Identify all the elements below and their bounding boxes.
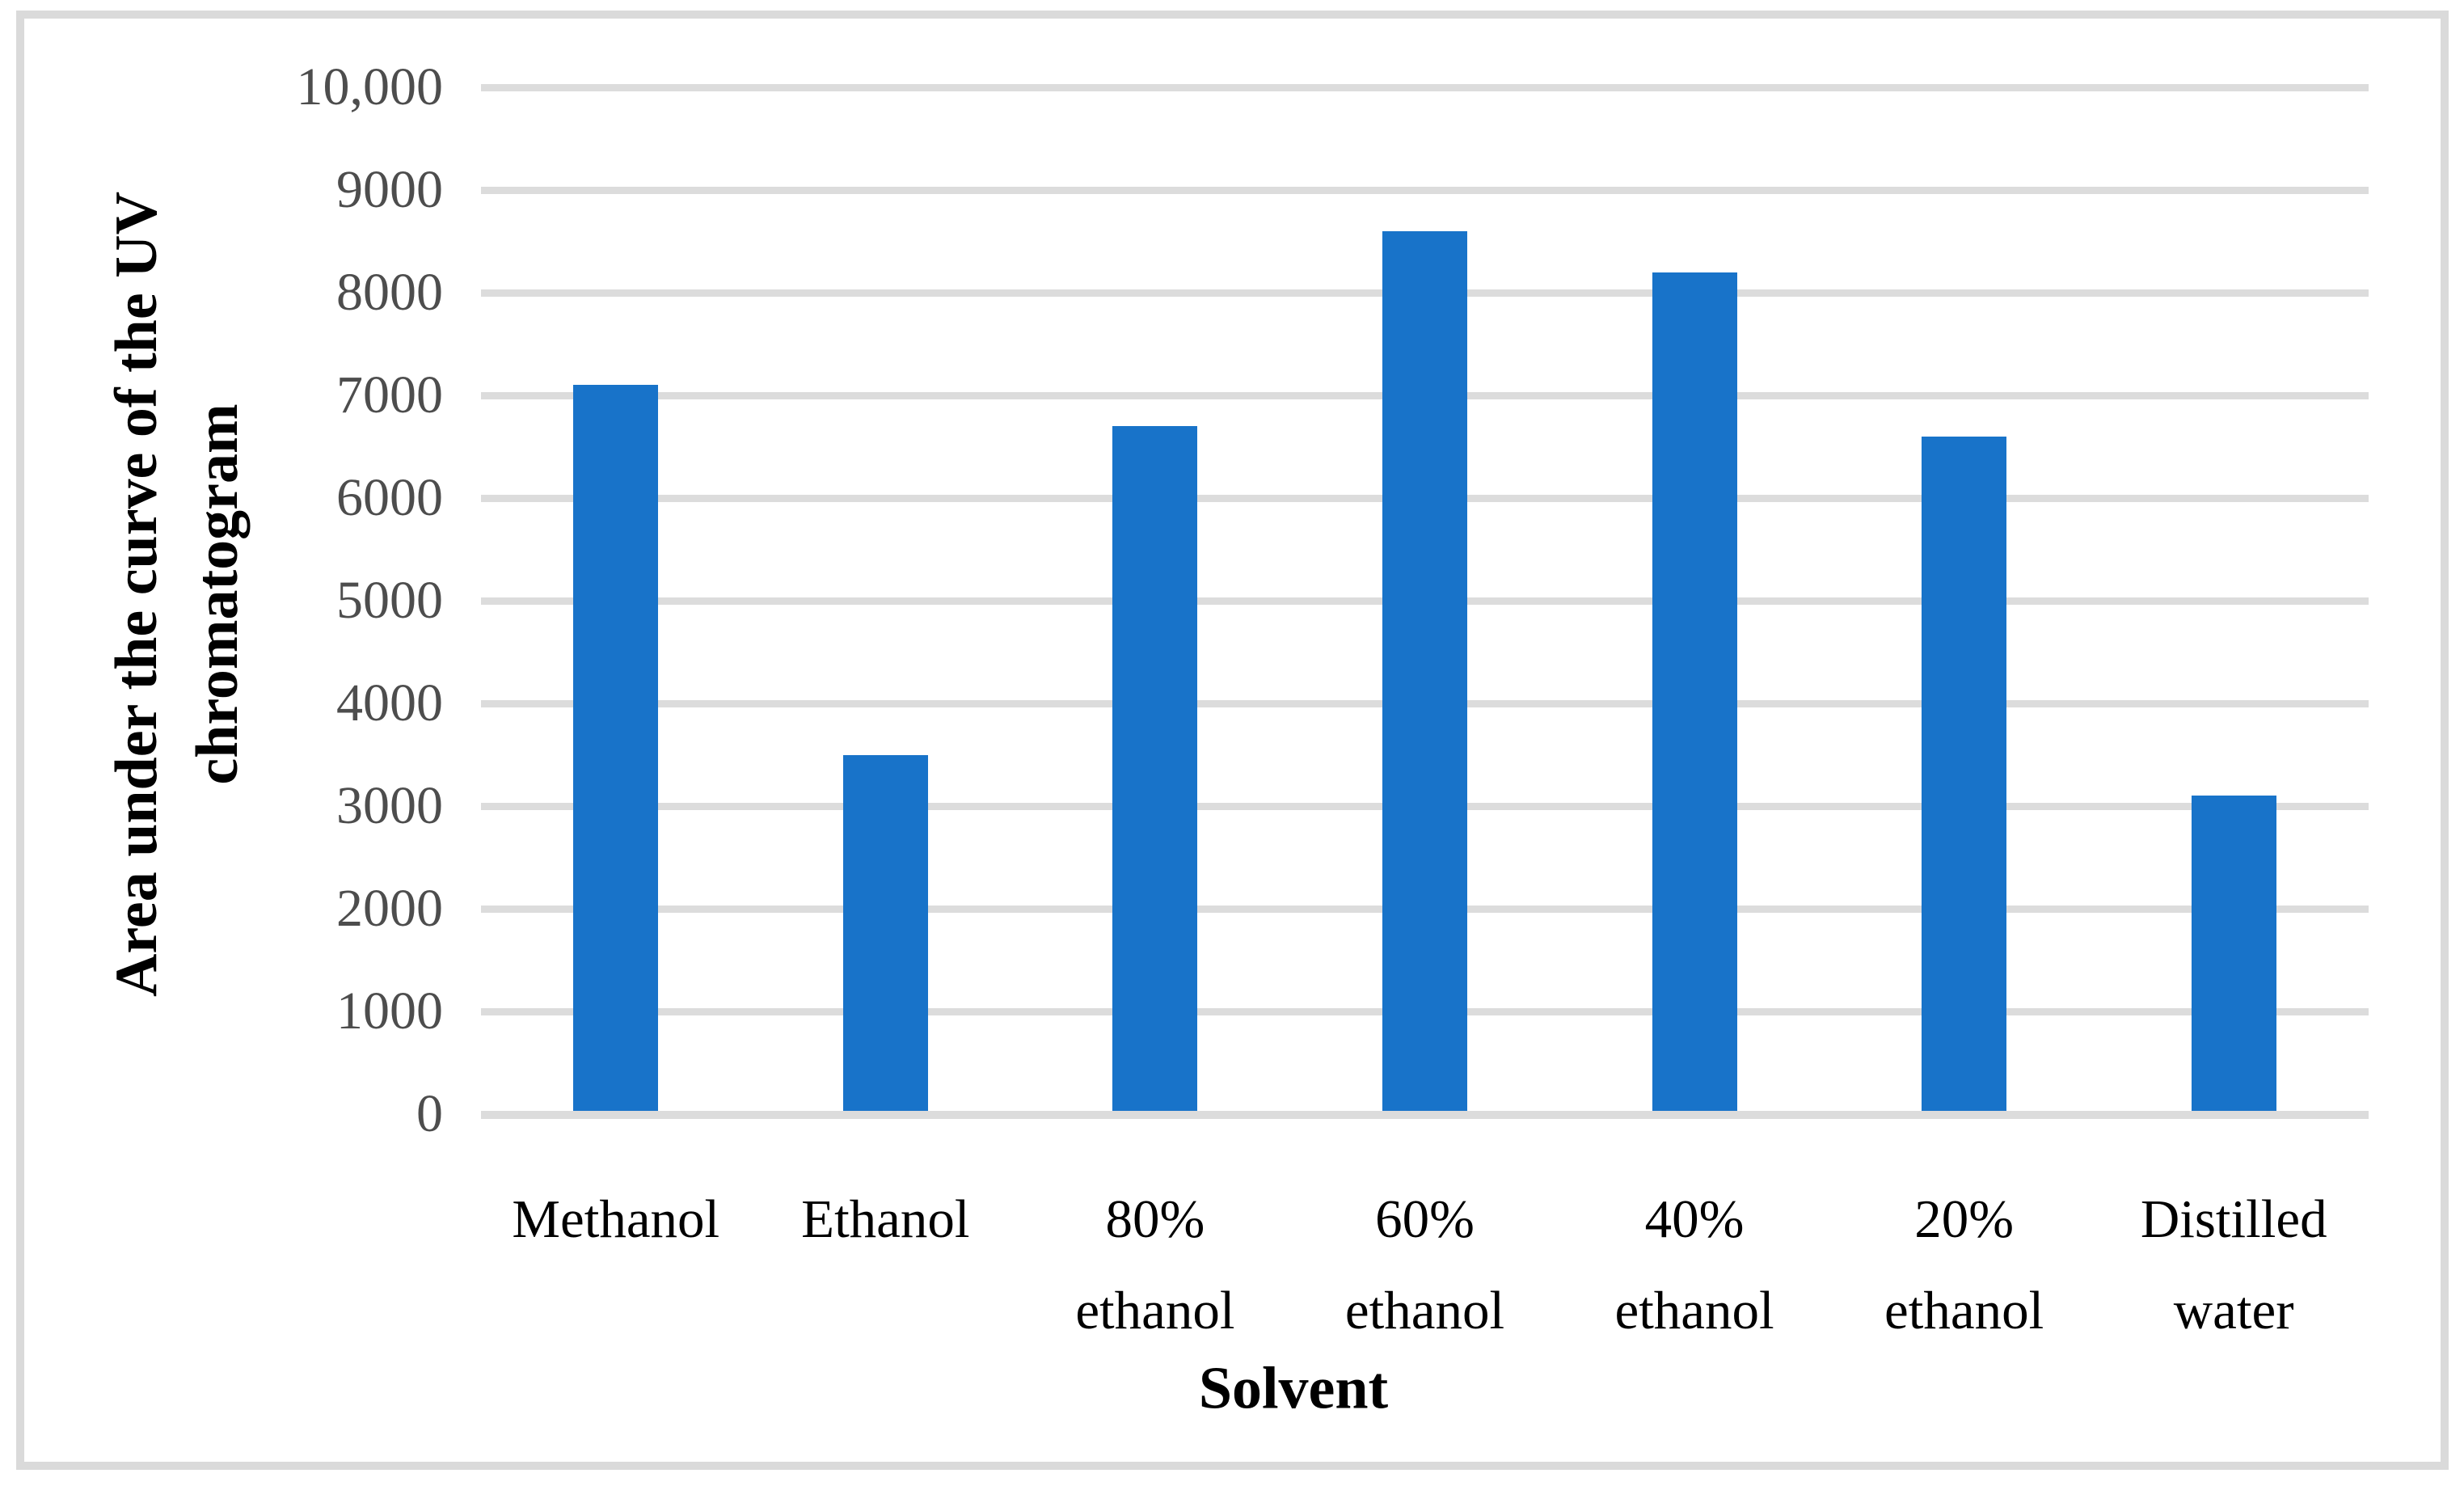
- x-axis-line: [481, 1111, 2369, 1119]
- y-tick-label-3000: 3000: [336, 776, 443, 835]
- bar-20-ethanol: [1922, 436, 2007, 1111]
- bar-40-ethanol: [1652, 272, 1737, 1111]
- x-category-label-ethanol: Ethanol: [801, 1189, 970, 1249]
- bar-distilled-water: [2191, 796, 2276, 1111]
- y-tick-label-9000: 9000: [336, 160, 443, 219]
- plot-area: [481, 84, 2369, 1119]
- x-category-label-methanol: Methanol: [512, 1189, 720, 1249]
- chart-outer-border: [16, 11, 2449, 1470]
- x-category-label-80-ethanol: 80% ethanol: [1075, 1189, 1235, 1340]
- y-tick-label-4000: 4000: [336, 673, 443, 732]
- y-tick-label-6000: 6000: [336, 468, 443, 527]
- y-tick-label-10000: 10,000: [296, 57, 444, 116]
- bar-ethanol: [842, 754, 928, 1111]
- y-tick-label-1000: 1000: [336, 982, 443, 1041]
- bar-80-ethanol: [1112, 426, 1198, 1111]
- bar-methanol: [573, 385, 659, 1111]
- y-tick-label-0: 0: [416, 1084, 443, 1143]
- y-tick-label-8000: 8000: [336, 263, 443, 322]
- x-axis-title: Solvent: [1198, 1355, 1389, 1422]
- y-tick-label-7000: 7000: [336, 365, 443, 424]
- gridline-10000: [481, 84, 2369, 91]
- y-tick-label-5000: 5000: [336, 571, 443, 630]
- x-category-label-60-ethanol: 60% ethanol: [1344, 1189, 1505, 1340]
- y-tick-label-2000: 2000: [336, 879, 443, 938]
- x-category-label-distilled-water: Distilled water: [2140, 1189, 2327, 1340]
- x-category-label-40-ethanol: 40% ethanol: [1614, 1189, 1774, 1340]
- x-category-label-20-ethanol: 20% ethanol: [1884, 1189, 2044, 1340]
- gridline-9000: [481, 187, 2369, 194]
- bar-60-ethanol: [1382, 230, 1467, 1111]
